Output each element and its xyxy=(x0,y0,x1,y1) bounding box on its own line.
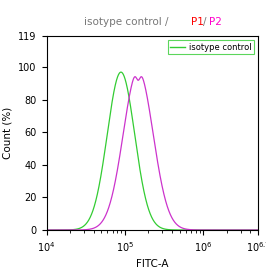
Y-axis label: Count (%): Count (%) xyxy=(3,107,13,159)
Text: P2: P2 xyxy=(209,17,221,27)
X-axis label: FITC-A: FITC-A xyxy=(136,259,169,269)
Text: /: / xyxy=(203,17,206,27)
Text: P1: P1 xyxy=(191,17,204,27)
Legend: isotype control: isotype control xyxy=(168,40,254,55)
Text: isotype control /: isotype control / xyxy=(84,17,172,27)
